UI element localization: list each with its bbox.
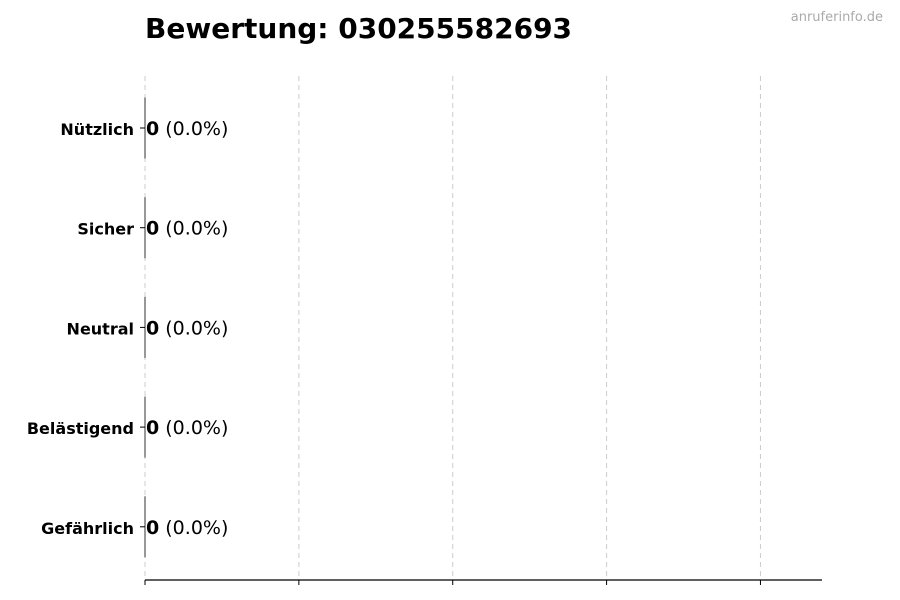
data-label-count: 0 bbox=[146, 317, 159, 339]
data-label-percent: (0.0%) bbox=[159, 417, 228, 439]
data-label-percent: (0.0%) bbox=[159, 118, 228, 140]
data-label-count: 0 bbox=[146, 417, 159, 439]
data-label-4: 0 (0.0%) bbox=[146, 517, 228, 539]
data-label-percent: (0.0%) bbox=[159, 317, 228, 339]
category-label-2: Neutral bbox=[67, 319, 134, 338]
category-label-4: Gefährlich bbox=[41, 519, 134, 538]
data-label-count: 0 bbox=[146, 517, 159, 539]
data-label-2: 0 (0.0%) bbox=[146, 317, 228, 339]
data-label-count: 0 bbox=[146, 218, 159, 240]
category-label-1: Sicher bbox=[77, 220, 134, 239]
data-label-0: 0 (0.0%) bbox=[146, 118, 228, 140]
category-label-3: Belästigend bbox=[27, 419, 134, 438]
category-label-0: Nützlich bbox=[60, 120, 134, 139]
watermark: anruferinfo.de bbox=[790, 10, 883, 25]
data-label-1: 0 (0.0%) bbox=[146, 218, 228, 240]
chart-title: Bewertung: 030255582693 bbox=[145, 12, 573, 45]
data-label-count: 0 bbox=[146, 118, 159, 140]
data-label-percent: (0.0%) bbox=[159, 218, 228, 240]
data-label-3: 0 (0.0%) bbox=[146, 417, 228, 439]
data-label-percent: (0.0%) bbox=[159, 517, 228, 539]
